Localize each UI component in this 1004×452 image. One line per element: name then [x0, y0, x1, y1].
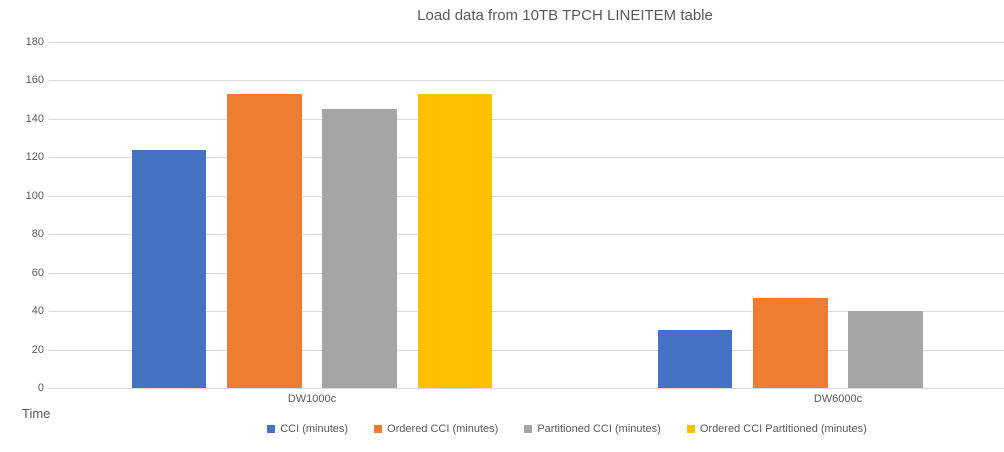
legend-marker-icon	[686, 425, 695, 433]
y-axis-tick-label: 60	[31, 266, 44, 279]
legend-item: CCI (minutes)	[267, 423, 348, 435]
x-axis-category-label: DW6000c	[813, 393, 863, 405]
legend-item-label: Ordered CCI (minutes)	[387, 423, 499, 435]
gridline	[49, 234, 1004, 236]
gridline	[49, 42, 1004, 43]
bar	[226, 93, 302, 388]
legend-item-label: Partitioned CCI (minutes)	[537, 423, 661, 435]
y-axis-title: Time	[22, 406, 51, 421]
y-axis-tick-label: 20	[31, 343, 44, 356]
bar	[752, 297, 828, 388]
legend-item: Ordered CCI Partitioned (minutes)	[686, 423, 867, 435]
legend: CCI (minutes) Ordered CCI (minutes) Partit…	[49, 423, 1004, 435]
chart-title: Load data from 10TB TPCH LINEITEM table	[417, 7, 713, 24]
bar	[417, 93, 493, 388]
gridline	[49, 388, 1004, 389]
gridline	[49, 349, 1004, 351]
y-axis-tick-label: 80	[31, 228, 44, 241]
bar	[657, 330, 733, 388]
y-axis-tick-label: 100	[25, 189, 44, 202]
y-axis-tick-label: 120	[25, 151, 44, 164]
x-axis-category-label: DW1000c	[287, 393, 337, 405]
y-axis-tick-label: 40	[31, 305, 44, 318]
legend-marker-icon	[524, 425, 533, 433]
y-axis-tick-label: 0	[37, 382, 44, 394]
bar	[131, 149, 207, 388]
legend-item: Partitioned CCI (minutes)	[524, 423, 661, 435]
bar	[848, 311, 924, 388]
legend-item-label: Ordered CCI Partitioned (minutes)	[699, 423, 867, 435]
y-axis-tick-label: 180	[25, 36, 44, 48]
legend-item-label: CCI (minutes)	[280, 423, 349, 435]
bar	[322, 109, 398, 388]
gridline	[49, 157, 1004, 159]
y-axis-tick-label: 160	[25, 74, 44, 87]
gridline	[49, 311, 1004, 313]
legend-marker-icon	[267, 425, 276, 433]
legend-item: Ordered CCI (minutes)	[374, 423, 498, 435]
gridline	[49, 272, 1004, 274]
gridline	[49, 118, 1004, 120]
legend-marker-icon	[374, 425, 383, 433]
y-axis-tick-label: 140	[25, 112, 44, 125]
gridline	[49, 80, 1004, 82]
gridline	[49, 195, 1004, 197]
